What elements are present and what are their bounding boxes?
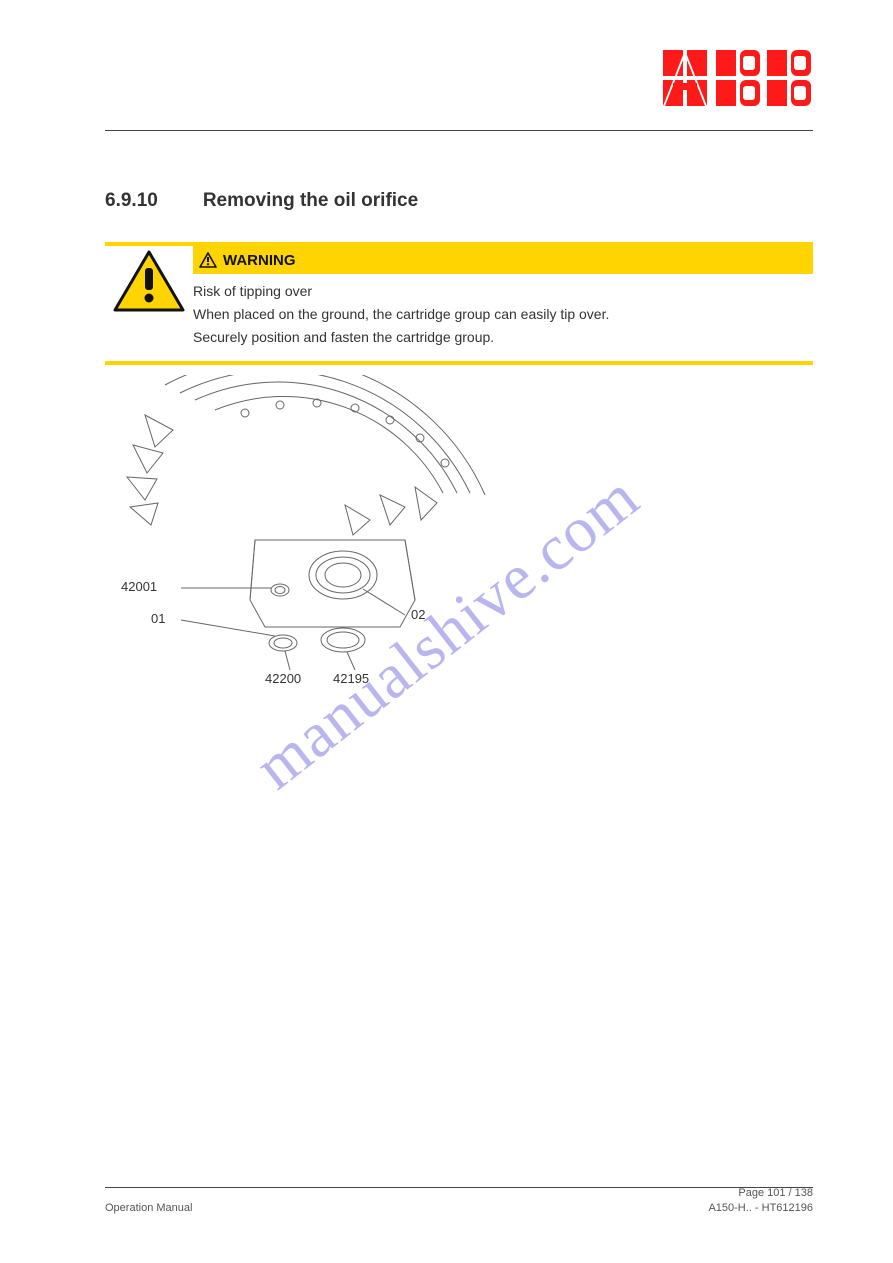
diagram-label-01: 01 [151, 611, 165, 626]
diagram-label-02: 02 [411, 607, 425, 622]
bottom-rule [105, 1187, 813, 1188]
brand-logo [663, 50, 813, 111]
warning-bar-bottom [105, 361, 813, 365]
diagram-label-42195: 42195 [333, 671, 369, 686]
content-area: 6.9.10 Removing the oil orifice [105, 190, 813, 690]
footer-left: Operation Manual [105, 1201, 192, 1215]
warning-triangle-icon [105, 246, 193, 314]
top-rule [105, 130, 813, 131]
page: 6.9.10 Removing the oil orifice [0, 0, 893, 1263]
section-number: 6.9.10 [105, 190, 158, 212]
footer-right: Page 101 / 138 A150-H.. - HT612196 [708, 1186, 813, 1215]
footer-right-line2: A150-H.. - HT612196 [708, 1201, 813, 1215]
warning-right-col: WARNING Risk of tipping over When placed… [193, 246, 813, 361]
warning-line-2: When placed on the ground, the cartridge… [193, 305, 813, 324]
warning-block: WARNING Risk of tipping over When placed… [105, 242, 813, 365]
footer-right-line1: Page 101 / 138 [708, 1186, 813, 1200]
warning-header-row: WARNING Risk of tipping over When placed… [105, 246, 813, 361]
technical-diagram: 42001 01 42200 42195 02 [105, 375, 525, 690]
warning-line-3: Securely position and fasten the cartrid… [193, 328, 813, 347]
diagram-label-42001: 42001 [121, 579, 157, 594]
warning-label-row: WARNING [193, 246, 813, 274]
footer-left-line: Operation Manual [105, 1201, 192, 1215]
diagram-label-42200: 42200 [265, 671, 301, 686]
warning-line-1: Risk of tipping over [193, 282, 813, 301]
warning-label: WARNING [223, 252, 296, 269]
section-heading: 6.9.10 Removing the oil orifice [105, 190, 813, 212]
warning-small-icon [199, 252, 217, 268]
warning-text: Risk of tipping over When placed on the … [193, 274, 813, 361]
section-title: Removing the oil orifice [203, 190, 418, 212]
